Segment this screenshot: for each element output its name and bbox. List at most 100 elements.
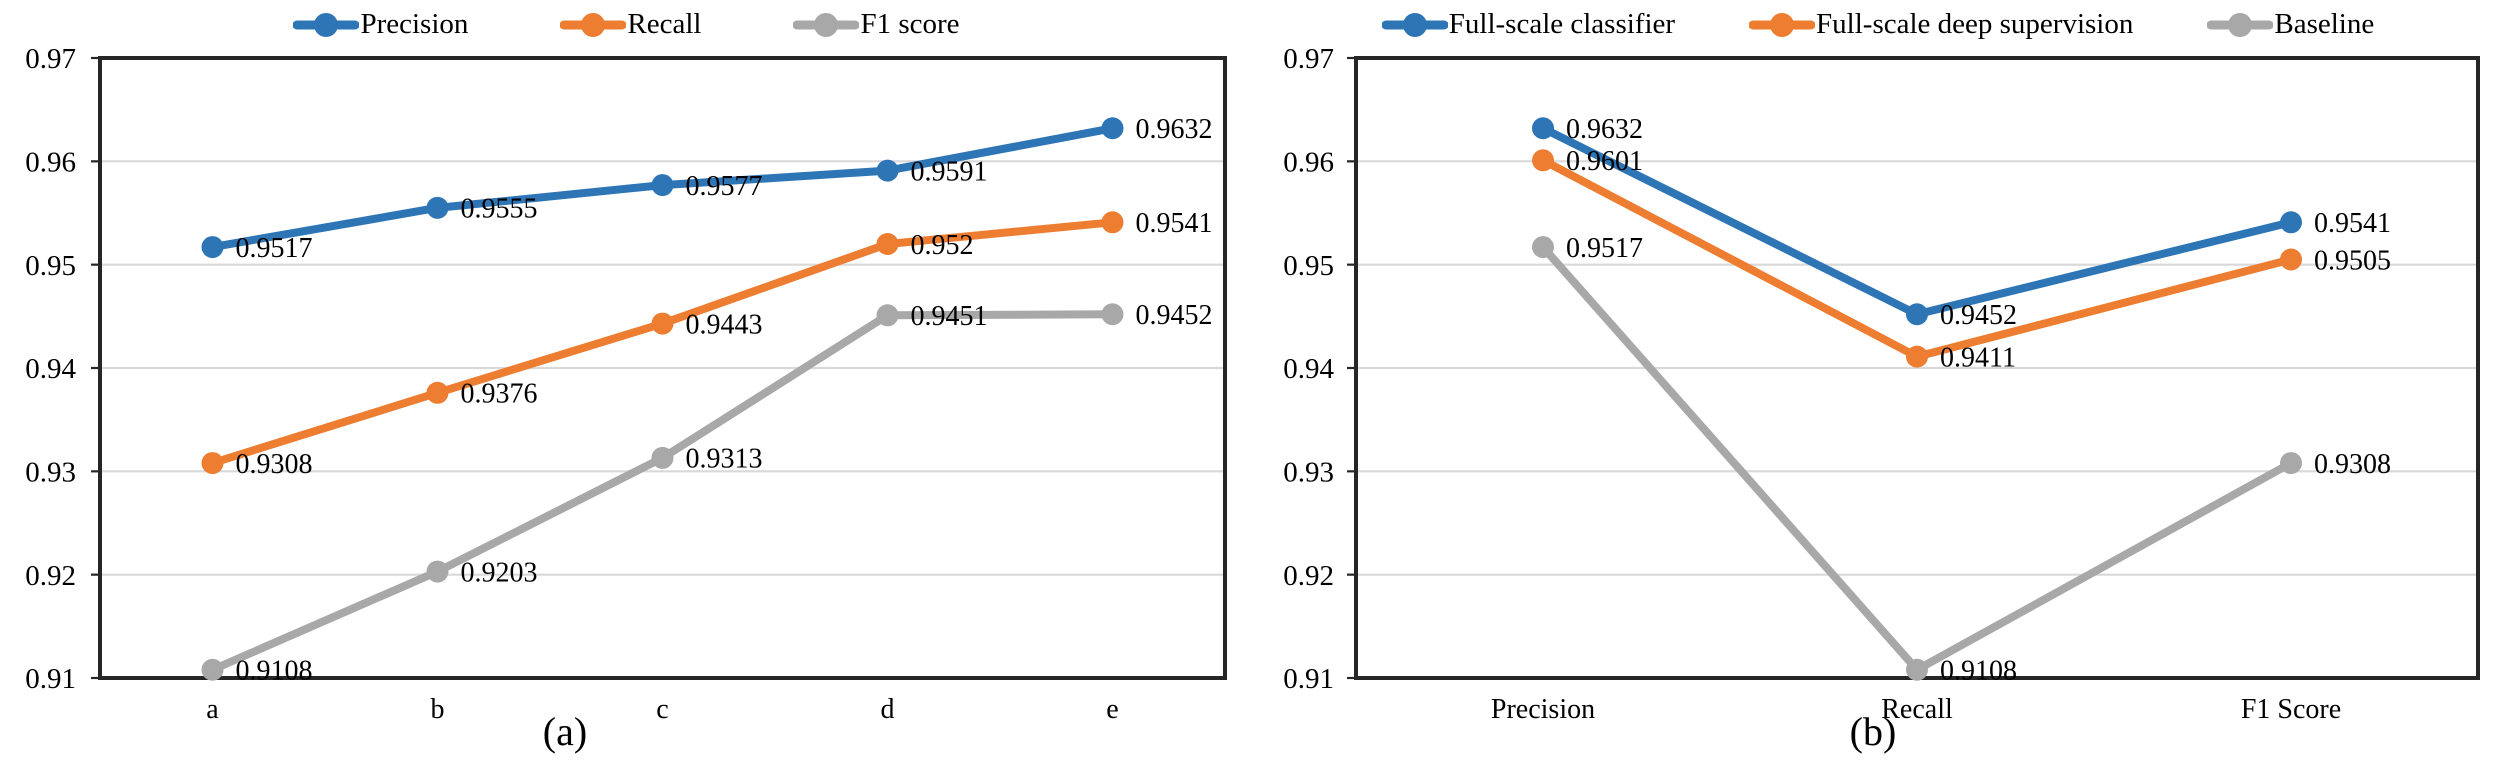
x-axis-category-label: e — [1106, 694, 1118, 725]
data-point — [876, 159, 899, 182]
chart-a-panel: 0.97 0.96 0.95 0.94 0.93 0.92 0.91 a b c d e 0.9517 0… — [0, 8, 1253, 754]
y-axis-tick-label: 0.95 — [1283, 250, 1334, 282]
data-point — [2280, 248, 2302, 271]
series-line — [1539, 156, 2295, 361]
legend-item: Recall — [560, 8, 701, 41]
data-point-label: 0.9308 — [2314, 449, 2391, 480]
legend-marker-dot — [1402, 12, 1427, 37]
y-axis-tick-label: 0.94 — [1283, 353, 1334, 385]
chart-b-caption: (b) — [1849, 709, 1897, 754]
legend-item: Baseline — [2207, 8, 2374, 41]
x-axis-category-label: Recall — [1881, 694, 1953, 725]
legend-label: Precision — [360, 8, 469, 40]
y-axis-tick-label: 0.93 — [25, 456, 76, 488]
legend-marker-icon — [1749, 12, 1816, 37]
legend-marker-dot — [581, 12, 606, 37]
legend-item: F1 score — [793, 8, 960, 41]
legend-label: F1 score — [860, 8, 960, 40]
legend-marker-dot — [2228, 12, 2253, 37]
data-point-label: 0.9108 — [236, 656, 313, 687]
data-point-label: 0.952 — [911, 230, 974, 261]
data-point-label: 0.9591 — [911, 156, 988, 187]
data-point-label: 0.9541 — [1136, 208, 1213, 239]
x-axis-category-label: d — [881, 694, 895, 725]
data-point — [2280, 452, 2302, 475]
y-axis-tick-label: 0.97 — [1283, 43, 1334, 75]
legend-marker-dot — [314, 12, 339, 37]
data-point — [1906, 658, 1928, 681]
y-axis-tick-label: 0.91 — [25, 663, 76, 695]
data-point — [201, 236, 224, 259]
x-axis-category-label: c — [656, 694, 668, 725]
data-point-label: 0.9203 — [461, 557, 538, 588]
data-point-label: 0.9505 — [2314, 245, 2391, 276]
data-point-label: 0.9308 — [236, 449, 313, 480]
data-point — [1532, 117, 1554, 140]
y-axis-tick-label: 0.93 — [1283, 456, 1334, 488]
legend-item: Full-scale classifier — [1381, 8, 1676, 41]
x-axis-category-label: b — [431, 694, 445, 725]
data-point — [1101, 117, 1124, 140]
y-axis-tick-label: 0.95 — [25, 250, 76, 282]
legend-marker-icon — [1381, 12, 1448, 37]
legend-label: Full-scale classifier — [1448, 8, 1676, 40]
data-point-label: 0.9517 — [236, 233, 313, 264]
data-point — [426, 196, 449, 219]
x-axis-category-label: Precision — [1491, 694, 1595, 725]
data-point — [651, 446, 674, 469]
data-point-label: 0.9443 — [686, 309, 763, 340]
data-point — [1906, 303, 1928, 326]
data-point — [201, 658, 224, 681]
data-point-label: 0.9577 — [686, 171, 763, 202]
data-point — [876, 233, 899, 255]
y-axis-tick-label: 0.96 — [1283, 146, 1334, 178]
data-point — [426, 381, 449, 404]
data-point — [1101, 303, 1124, 326]
data-point-label: 0.9451 — [911, 301, 988, 332]
data-point — [1906, 345, 1928, 368]
y-axis-tick-label: 0.91 — [1283, 663, 1334, 695]
data-point — [201, 452, 224, 475]
y-axis-tick-label: 0.96 — [25, 146, 76, 178]
legend-label: Baseline — [2274, 8, 2375, 40]
data-point-label: 0.9452 — [1136, 300, 1213, 331]
data-point — [651, 174, 674, 197]
series-line — [208, 218, 1117, 468]
chart-b-panel: 0.97 0.96 0.95 0.94 0.93 0.92 0.91 Precision Rec… — [1253, 0, 2503, 774]
data-point-label: 0.9555 — [461, 194, 538, 225]
data-point — [1101, 211, 1124, 234]
data-point-label: 0.9313 — [686, 444, 763, 475]
chart-a-legend: Precision Recall F1 score — [0, 8, 1253, 41]
legend-marker-dot — [1770, 12, 1795, 37]
data-point — [1532, 149, 1554, 172]
y-axis-tick-label: 0.92 — [1283, 560, 1334, 592]
data-point-label: 0.9541 — [2314, 208, 2391, 239]
chart-a-plot: 0.97 0.96 0.95 0.94 0.93 0.92 0.91 a b c d e 0.9517 0… — [25, 43, 1227, 725]
legend-marker-dot — [814, 12, 839, 37]
data-point-label: 0.9376 — [461, 379, 538, 410]
y-axis-tick-label: 0.92 — [25, 560, 76, 592]
chart-b-legend: Full-scale classifier Full-scale deep sup… — [1253, 8, 2503, 41]
data-point — [876, 304, 899, 327]
legend-item: Full-scale deep supervision — [1749, 8, 2133, 41]
data-point-label: 0.9601 — [1566, 146, 1643, 177]
legend-marker-icon — [2207, 12, 2274, 37]
y-axis-tick-label: 0.94 — [25, 353, 76, 385]
data-point — [426, 560, 449, 583]
legend-item: Precision — [293, 8, 468, 41]
data-point — [651, 312, 674, 335]
data-point — [1532, 236, 1554, 259]
legend-marker-icon — [293, 12, 360, 37]
x-axis-category-label: a — [206, 694, 219, 725]
legend-marker-icon — [560, 12, 627, 37]
legend-label: Full-scale deep supervision — [1816, 8, 2134, 40]
data-point — [2280, 211, 2302, 234]
data-point-label: 0.9632 — [1566, 114, 1643, 145]
data-point-label: 0.9452 — [1940, 300, 2017, 331]
data-point-label: 0.9517 — [1566, 233, 1643, 264]
data-point-label: 0.9411 — [1940, 342, 2016, 373]
data-point-label: 0.9108 — [1940, 656, 2017, 687]
chart-a-caption: (a) — [542, 709, 588, 754]
chart-b-plot: 0.97 0.96 0.95 0.94 0.93 0.92 0.91 Precision Rec… — [1283, 43, 2480, 725]
